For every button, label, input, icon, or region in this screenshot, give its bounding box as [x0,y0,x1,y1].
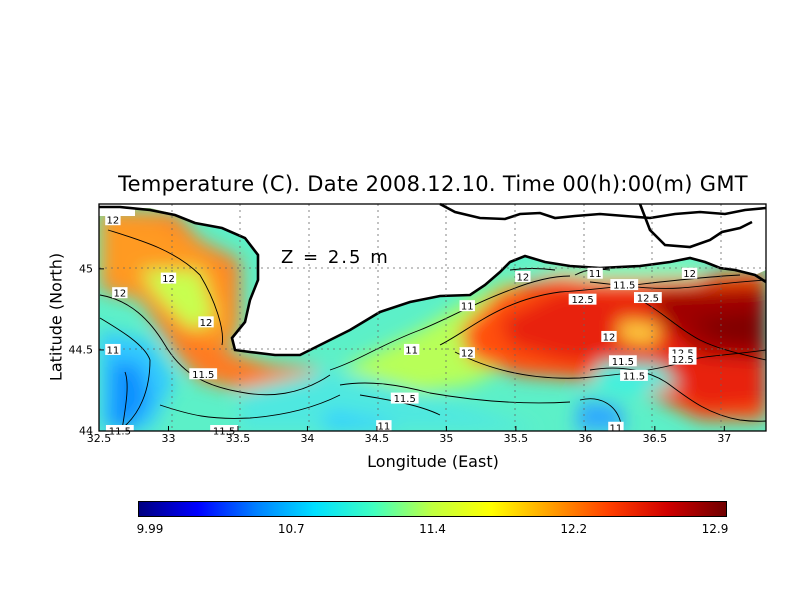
x-tick-label: 33 [161,432,176,445]
contour-label-text: 12 [162,274,175,285]
contour-label-text: 12 [516,272,529,283]
depth-label: Z = 2.5 m [281,247,390,268]
contour-label-text: 11 [107,345,120,356]
contour-lines [99,229,766,431]
grid-lines [99,204,766,431]
contour-label-text: 12 [107,216,120,227]
contour-label-text: 11.5 [623,371,645,382]
x-tick-label: 37 [717,432,732,445]
y-tick-label: 45 [79,262,93,276]
y-tick-label: 44.5 [68,343,94,357]
contour-label-text: 11 [589,269,602,280]
contour-label-text: 11 [461,302,474,313]
contour-label: 12.5 [668,353,697,366]
contour-label: 12 [459,347,475,360]
colorbar-tick-label: 12.9 [701,522,729,536]
contour-label: 12 [198,316,214,329]
land-mask [99,204,766,355]
chart-title: Temperature (C). Date 2008.12.10. Time 0… [118,172,748,196]
contour-label-text: 11.5 [213,427,235,438]
contour-label-text: 12.5 [671,355,693,366]
contour-label-text: 11.5 [109,427,131,438]
contour-label-text: 11.5 [394,394,416,405]
x-tick-label: 35 [439,432,454,445]
contour-label-text: 11.5 [612,357,634,368]
x-tick-label: 33.5 [225,432,251,445]
x-tick-label: 32.5 [86,432,112,445]
contour-label-text: 12 [461,349,474,360]
northern-coast [439,202,767,221]
kerch-coast [638,203,753,249]
contour-label-text: 11 [610,423,623,434]
colorbar-tick-label: 12.2 [560,522,588,536]
contour-label: 12 [601,330,617,343]
x-tick-label: 36.5 [642,432,668,445]
contour-label: 11.5 [390,392,419,405]
contour-label: 12 [515,270,531,283]
colorbar-tick-label: 9.99 [136,522,164,536]
contour-label-text: 11.5 [613,281,635,292]
contour-label: 12 [112,287,128,300]
contour-label-text: 12 [113,289,126,300]
contour-label: 11 [459,300,475,313]
tick-marks [98,268,725,432]
contour-label-text: 11.5 [192,370,214,381]
contour-label: 11 [587,267,603,280]
contour-label: 11 [403,343,420,356]
contour-label-text: 12 [683,269,696,280]
coastline [99,205,767,357]
contour-label: 11.5 [620,369,648,382]
plot-frame [98,203,767,432]
x-axis-label: Longitude (East) [367,452,499,471]
y-tick-label: 44 [79,424,93,438]
contour-label: 11.5 [610,279,639,292]
contour-label: 11 [608,421,624,434]
x-tick-label: 36 [578,432,593,445]
contour-label: 11 [105,343,121,356]
contour-label-text: 12.5 [571,295,593,306]
contour-label-text: 11 [405,345,418,356]
colorbar-tick-label: 10.7 [277,522,305,536]
contour-label: 11.5 [189,368,218,381]
contour-label-text: 11 [377,422,390,433]
contour-label-text: 12.5 [637,294,659,305]
x-tick-label: 34 [300,432,315,445]
contour-label: 11 [376,420,392,433]
contour-label: 12.5 [568,293,597,306]
x-tick-label: 35.5 [503,432,529,445]
contour-label: 11.5 [608,355,637,368]
contour-label: 12 [160,272,177,285]
contour-label: 12 [681,267,698,280]
contour-label-text: 12 [200,318,213,329]
x-tick-label: 34.5 [364,432,390,445]
colorbar-tick-label: 11.4 [419,522,446,536]
contour-label: 12 [105,214,121,227]
colorbar [138,501,727,517]
contour-label-text: 12 [603,332,616,343]
contour-label: 12.5 [633,292,662,305]
